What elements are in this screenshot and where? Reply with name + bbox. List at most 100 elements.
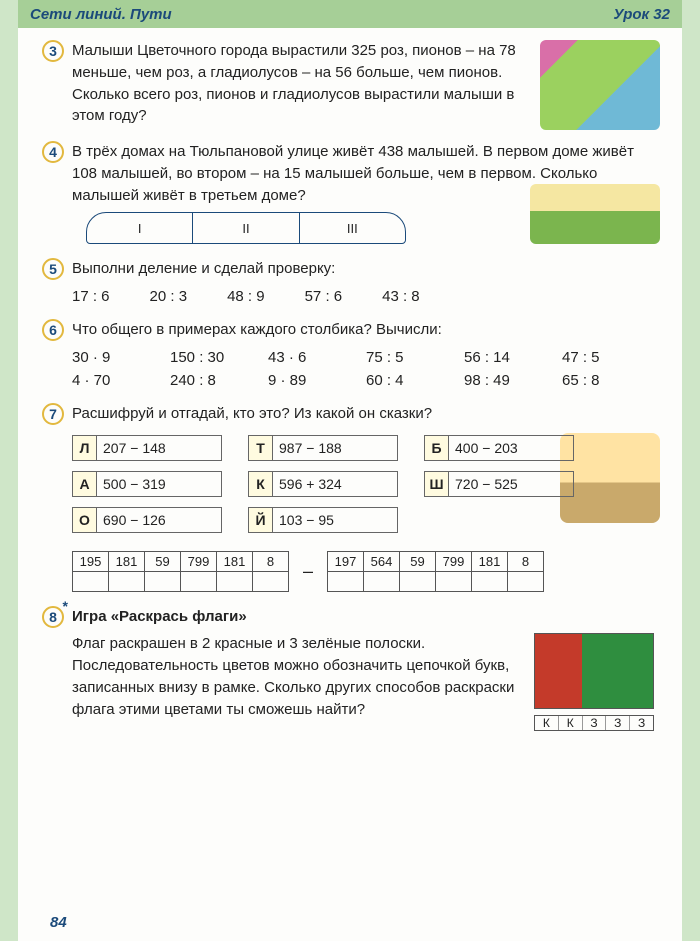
cipher-expr: 400 − 203 <box>449 436 573 460</box>
cipher-cell: К596 + 324 <box>248 471 398 497</box>
expr: 9 · 89 <box>268 372 338 389</box>
ans-cell: 564 <box>364 551 400 571</box>
cipher-cell: Л207 − 148 <box>72 435 222 461</box>
segment-1: I <box>87 213 193 243</box>
cipher-cell: Т987 − 188 <box>248 435 398 461</box>
expr: 56 : 14 <box>464 349 534 366</box>
row-1: 30 · 9 150 : 30 43 · 6 75 : 5 56 : 14 47… <box>72 349 654 366</box>
problem-text: Расшифруй и отгадай, кто это? Из какой о… <box>72 403 654 425</box>
problem-number: 6 <box>42 319 64 341</box>
cipher-letter: Й <box>249 508 273 532</box>
expr: 57 : 6 <box>305 288 343 305</box>
ans-cell: 8 <box>253 551 289 571</box>
cipher-cell: Й103 − 95 <box>248 507 398 533</box>
problem-6: 6 Что общего в примерах каждого столбика… <box>46 319 654 389</box>
flag-stripe <box>535 634 559 708</box>
problem-number: 5 <box>42 258 64 280</box>
problem-number: 4 <box>42 141 64 163</box>
problem-4: 4 В трёх домах на Тюльпановой улице живё… <box>46 141 654 244</box>
cipher-expr: 500 − 319 <box>97 472 221 496</box>
flag-stripe <box>606 634 630 708</box>
cipher-expr: 103 − 95 <box>273 508 397 532</box>
ans-cell: 59 <box>145 551 181 571</box>
problem-text: Что общего в примерах каждого столбика? … <box>72 319 654 341</box>
cipher-expr: 596 + 324 <box>273 472 397 496</box>
problem-3: 3 Малыши Цветочного города вырастили 325… <box>46 40 654 127</box>
row-2: 4 · 70 240 : 8 9 · 89 60 : 4 98 : 49 65 … <box>72 372 654 389</box>
expr: 240 : 8 <box>170 372 240 389</box>
expr: 48 : 9 <box>227 288 265 305</box>
cipher-letter: К <box>249 472 273 496</box>
flag-label: З <box>583 716 607 730</box>
lesson-header: Сети линий. Пути Урок 32 <box>18 0 682 28</box>
ans-cell: 8 <box>508 551 544 571</box>
flag-figure: К К З З З <box>534 633 654 731</box>
expr: 47 : 5 <box>562 349 632 366</box>
page-content: 3 Малыши Цветочного города вырастили 325… <box>18 28 682 731</box>
problem-number: 8 <box>42 606 64 628</box>
expr: 98 : 49 <box>464 372 534 389</box>
cipher-expr: 720 − 525 <box>449 472 573 496</box>
expr: 43 · 6 <box>268 349 338 366</box>
flag-label: К <box>535 716 559 730</box>
game-title: Игра «Раскрась флаги» <box>72 606 654 628</box>
cipher-letter: Б <box>425 436 449 460</box>
problem-number: 3 <box>42 40 64 62</box>
segment-2: II <box>193 213 299 243</box>
header-topic: Сети линий. Пути <box>30 6 172 23</box>
cipher-expr: 207 − 148 <box>97 436 221 460</box>
ans-cell: 59 <box>400 551 436 571</box>
expr: 17 : 6 <box>72 288 110 305</box>
cipher-letter: Ш <box>425 472 449 496</box>
expr: 4 · 70 <box>72 372 142 389</box>
page-number: 84 <box>50 914 67 931</box>
problem-text: Флаг раскрашен в 2 красные и 3 зелёные п… <box>72 633 520 731</box>
expr: 150 : 30 <box>170 349 240 366</box>
answer-table-1: 195 181 59 799 181 8 <box>72 551 289 592</box>
division-row: 17 : 6 20 : 3 48 : 9 57 : 6 43 : 8 <box>72 288 654 305</box>
illustration-flowers <box>540 40 660 130</box>
cipher-cell: Ш720 − 525 <box>424 471 574 497</box>
problem-text: Выполни деление и сделай проверку: <box>72 258 654 280</box>
flag-label: З <box>606 716 630 730</box>
expr: 60 : 4 <box>366 372 436 389</box>
flag-stripe <box>629 634 653 708</box>
ans-cell: 799 <box>181 551 217 571</box>
cipher-letter: Л <box>73 436 97 460</box>
dash-separator: – <box>303 561 313 582</box>
cipher-cell: О690 − 126 <box>72 507 222 533</box>
flag-label: З <box>630 716 653 730</box>
problem-8: 8 Игра «Раскрась флаги» Флаг раскрашен в… <box>46 606 654 732</box>
ans-cell: 799 <box>436 551 472 571</box>
cipher-expr: 987 − 188 <box>273 436 397 460</box>
expr: 30 · 9 <box>72 349 142 366</box>
cipher-expr: 690 − 126 <box>97 508 221 532</box>
illustration-houses <box>530 184 660 244</box>
cipher-letter: А <box>73 472 97 496</box>
flag <box>534 633 654 709</box>
flag-stripe <box>582 634 606 708</box>
cipher-cell: А500 − 319 <box>72 471 222 497</box>
ans-cell: 181 <box>472 551 508 571</box>
answer-tables: 195 181 59 799 181 8 – 197 564 59 799 18… <box>72 551 654 592</box>
flag-caption: К К З З З <box>534 715 654 731</box>
ans-cell: 181 <box>109 551 145 571</box>
cipher-letter: Т <box>249 436 273 460</box>
cipher-letter: О <box>73 508 97 532</box>
problem-7: 7 Расшифруй и отгадай, кто это? Из какой… <box>46 403 654 592</box>
answer-table-2: 197 564 59 799 181 8 <box>327 551 544 592</box>
ans-cell: 181 <box>217 551 253 571</box>
problem-5: 5 Выполни деление и сделай проверку: 17 … <box>46 258 654 305</box>
expr: 65 : 8 <box>562 372 632 389</box>
segment-3: III <box>300 213 405 243</box>
problem-number: 7 <box>42 403 64 425</box>
segment-diagram: I II III <box>86 212 406 244</box>
expr: 43 : 8 <box>382 288 420 305</box>
expr: 20 : 3 <box>150 288 188 305</box>
flag-label: К <box>559 716 583 730</box>
expr: 75 : 5 <box>366 349 436 366</box>
ans-cell: 197 <box>328 551 364 571</box>
flag-stripe <box>559 634 583 708</box>
cipher-cell: Б400 − 203 <box>424 435 574 461</box>
cipher-grid: Л207 − 148 Т987 − 188 Б400 − 203 А500 − … <box>72 435 654 533</box>
